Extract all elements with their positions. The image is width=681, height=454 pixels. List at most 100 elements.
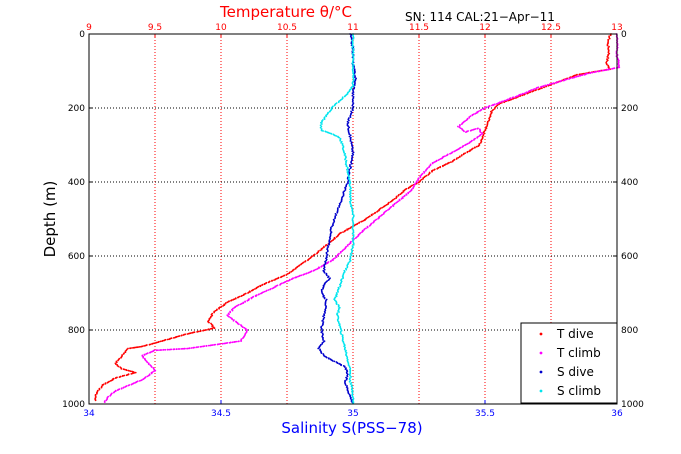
data-point	[350, 162, 353, 165]
data-point	[157, 349, 159, 352]
data-point	[393, 203, 395, 206]
data-point	[349, 374, 351, 377]
data-point	[208, 321, 210, 324]
tick-label-right-1000: 1000	[621, 400, 644, 410]
data-point	[373, 212, 376, 215]
data-point	[202, 329, 204, 332]
data-point	[340, 333, 343, 335]
data-point	[414, 183, 417, 186]
data-point	[316, 252, 318, 255]
data-point	[389, 201, 392, 203]
data-point	[470, 148, 473, 151]
data-point	[479, 142, 482, 144]
data-point	[439, 166, 442, 169]
tick-label-bottom-36: 36	[611, 409, 623, 419]
data-point	[348, 261, 351, 263]
data-point	[117, 359, 119, 362]
data-point	[125, 369, 128, 372]
data-point	[351, 213, 354, 216]
data-point	[244, 328, 247, 331]
data-point	[104, 382, 107, 385]
tick-label-left-400: 400	[68, 178, 85, 188]
data-point	[338, 311, 340, 313]
data-point	[348, 243, 351, 246]
data-point	[461, 146, 464, 148]
data-point	[238, 323, 240, 326]
data-point	[328, 243, 331, 246]
tick-label-left-800: 800	[68, 326, 85, 336]
data-point	[348, 380, 351, 383]
data-point	[320, 121, 322, 124]
data-point	[323, 314, 326, 317]
data-point	[223, 342, 226, 345]
data-point	[521, 93, 524, 95]
data-point	[235, 340, 238, 343]
data-point	[351, 92, 354, 95]
tick-label-top-10: 10	[215, 23, 227, 33]
data-point	[322, 130, 324, 132]
data-point	[358, 222, 360, 224]
data-point	[116, 389, 119, 391]
data-point	[242, 302, 245, 304]
data-point	[151, 343, 153, 345]
data-point	[172, 337, 175, 339]
data-point	[352, 51, 355, 54]
data-point	[349, 397, 352, 400]
chart-subtitle: SN: 114 CAL:21−Apr−11	[405, 10, 555, 24]
data-point	[168, 348, 171, 351]
data-point	[159, 340, 162, 343]
data-point	[479, 131, 482, 134]
data-point	[587, 72, 589, 75]
data-point	[129, 347, 131, 350]
tick-label-right-400: 400	[621, 178, 638, 188]
data-point	[351, 46, 354, 49]
data-point	[196, 346, 198, 349]
data-point	[182, 334, 185, 336]
data-point	[372, 213, 374, 215]
data-point	[459, 127, 462, 129]
data-point	[352, 45, 354, 48]
data-point	[382, 213, 385, 215]
data-point	[339, 251, 342, 254]
data-point	[407, 192, 410, 195]
data-point	[342, 277, 344, 280]
data-point	[130, 373, 133, 375]
data-point	[279, 284, 281, 286]
data-point	[250, 297, 253, 300]
data-point	[322, 318, 325, 321]
data-point	[395, 202, 397, 204]
data-point	[352, 109, 354, 112]
data-point	[300, 263, 302, 266]
data-point	[287, 272, 289, 275]
data-point	[605, 69, 608, 71]
data-point	[255, 295, 257, 298]
data-point	[118, 376, 121, 378]
data-point	[571, 77, 574, 79]
data-point	[109, 380, 112, 382]
data-point	[581, 74, 584, 76]
data-point	[148, 343, 151, 346]
data-point	[319, 249, 321, 252]
data-point	[460, 123, 463, 125]
data-point	[462, 153, 465, 156]
data-point	[510, 98, 512, 101]
legend-label-s-dive: S dive	[557, 365, 594, 379]
data-point	[365, 227, 367, 230]
data-point	[399, 193, 402, 196]
data-point	[325, 115, 328, 118]
data-point	[321, 123, 323, 125]
data-point	[232, 319, 235, 322]
legend-box	[520, 322, 618, 404]
data-point	[607, 57, 610, 59]
data-point	[222, 304, 225, 307]
data-point	[351, 150, 354, 153]
tick-label-bottom-35: 35	[347, 409, 358, 419]
data-point	[606, 44, 609, 47]
data-point	[392, 205, 395, 208]
data-point	[142, 356, 145, 359]
data-point	[226, 301, 229, 304]
data-point	[191, 332, 193, 334]
data-point	[437, 159, 440, 162]
data-point	[128, 370, 131, 372]
data-point	[346, 245, 349, 247]
